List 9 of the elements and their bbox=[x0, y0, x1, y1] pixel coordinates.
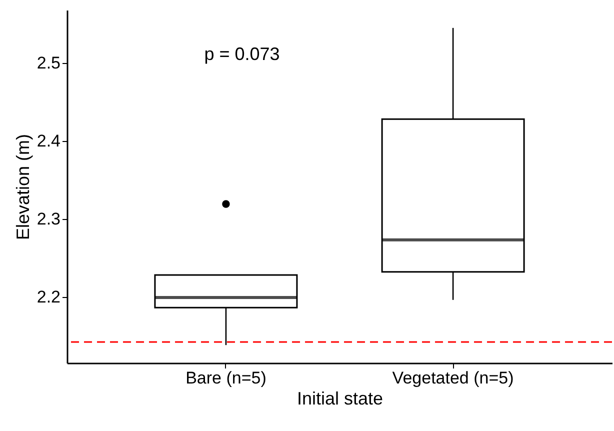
y-tick-label: 2.2 bbox=[36, 287, 60, 306]
x-axis-title: Initial state bbox=[296, 388, 384, 408]
y-tick-label: 2.4 bbox=[36, 131, 60, 150]
y-tick-label: 2.5 bbox=[36, 53, 60, 72]
y-axis-title: Elevation (m) bbox=[12, 134, 33, 240]
y-tick-label: 2.3 bbox=[36, 209, 60, 228]
annotation: p = 0.073 bbox=[204, 44, 280, 64]
x-tick-label: Vegetated (n=5) bbox=[392, 368, 514, 388]
x-tick-label: Bare (n=5) bbox=[186, 368, 266, 388]
